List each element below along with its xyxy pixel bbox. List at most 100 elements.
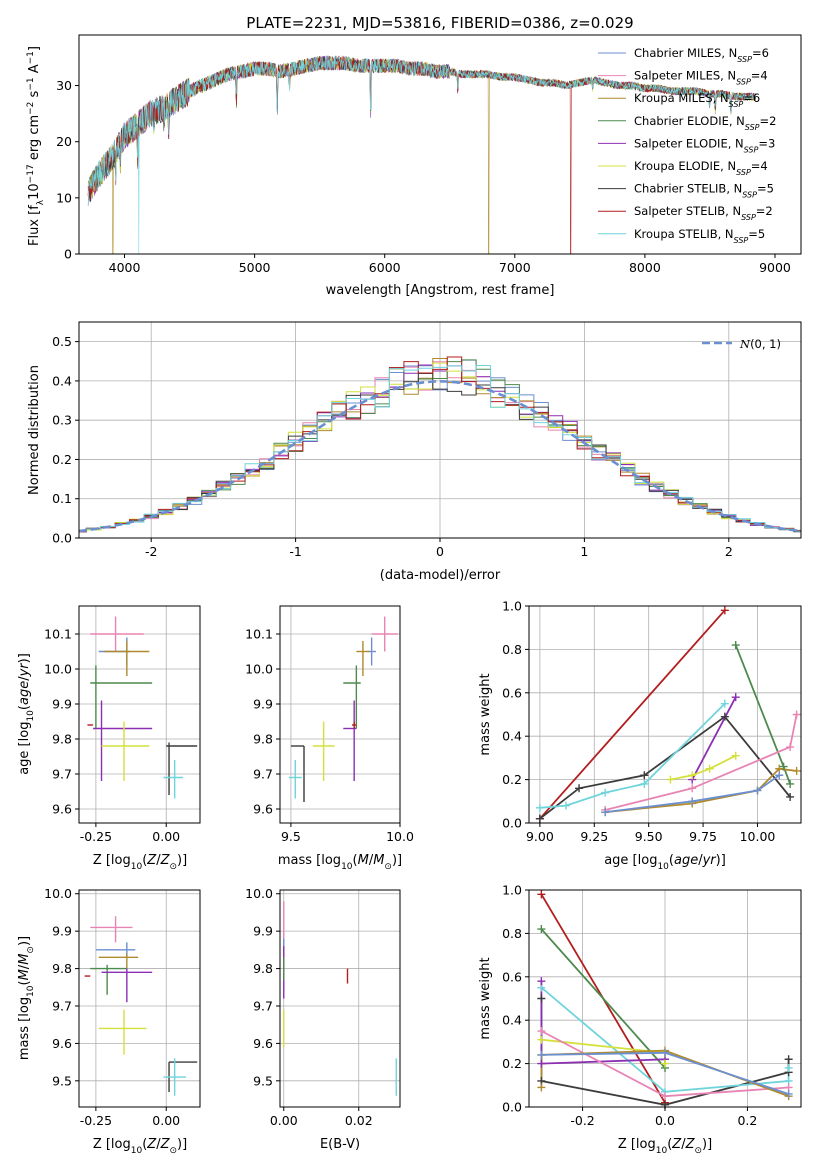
axes-frame — [78, 34, 802, 255]
legend-part: =6 — [743, 91, 760, 105]
y-axis-label: Flux [fλ10−17 erg cm−2 s−1 A−1] — [26, 46, 46, 246]
x-tick-label: 0.02 — [345, 1113, 373, 1128]
legend-part: N — [739, 337, 751, 351]
label-part: / — [681, 1137, 686, 1152]
x-tick-label: 1 — [580, 544, 588, 559]
errorbar-point — [104, 641, 150, 676]
errorbar-point — [312, 721, 335, 781]
legend-part: SSP — [742, 190, 757, 199]
weight-marker — [661, 1048, 669, 1057]
errorbar-point — [371, 616, 398, 652]
y-tick-label: 0 — [64, 247, 72, 262]
label-part: ⊙ — [26, 946, 36, 954]
x-tick-label: 2 — [725, 544, 733, 559]
label-part: ( — [17, 980, 32, 985]
legend-part: SSP — [745, 122, 760, 131]
errorbar-point — [93, 700, 153, 781]
weight-marker — [537, 925, 546, 934]
x-axis-label: Z [log10(Z/Z⊙)] — [93, 853, 187, 872]
legend-entry: Kroupa STELIB, NSSP=5 — [634, 227, 765, 245]
y-tick-label: 10.0 — [245, 886, 273, 901]
label-part: Flux [f — [27, 205, 42, 246]
y-tick-label: 0.4 — [52, 373, 72, 388]
x-tick-label: 8000 — [629, 260, 661, 275]
label-part: −2 — [26, 102, 36, 115]
label-part: )] — [177, 853, 187, 868]
x-axis-label: (data-model)/error — [380, 568, 501, 583]
y-tick-label: 0.8 — [502, 926, 522, 941]
weight-marker — [784, 1063, 793, 1072]
y-tick-label: 0.2 — [502, 1056, 522, 1071]
y-tick-label: 9.8 — [253, 732, 273, 747]
normal-curve — [79, 379, 801, 533]
weight-series-line — [539, 609, 726, 820]
label-part: Z — [160, 1137, 171, 1152]
y-tick-label: 9.9 — [253, 924, 273, 939]
y-tick-label: 10.0 — [44, 886, 72, 901]
legend-part: Salpeter MILES, N — [634, 69, 736, 83]
plot-area-mass_vs_Z — [84, 916, 198, 1096]
label-part: s — [27, 90, 42, 101]
x-tick-label: 9.25 — [580, 829, 608, 844]
weight-marker — [537, 977, 546, 986]
x-tick-label: 0.0 — [655, 1113, 675, 1128]
label-part: ⊙ — [169, 1146, 177, 1156]
label-part: )] — [177, 1137, 187, 1152]
label-part: ( — [353, 853, 358, 868]
legend-entry: Salpeter STELIB, NSSP=2 — [634, 204, 773, 222]
y-tick-label: 1.0 — [502, 599, 522, 614]
x-tick-label: 0.00 — [270, 1113, 298, 1128]
x-tick-label: 9.00 — [526, 829, 554, 844]
legend-entry: Kroupa ELODIE, NSSP=4 — [634, 159, 768, 177]
weight-marker — [575, 784, 584, 793]
x-axis-label: Z [log10(Z/Z⊙)] — [618, 1137, 712, 1156]
weight-marker — [731, 641, 740, 650]
y-tick-label: 0.8 — [502, 642, 522, 657]
x-tick-label: 0.00 — [152, 829, 180, 844]
label-part: age [log — [604, 853, 657, 868]
y-axis-label: age [log10(age/yr)] — [17, 653, 36, 775]
errorbar-point — [98, 1009, 147, 1055]
label-part: λ — [36, 199, 46, 205]
errorbar-point — [163, 760, 184, 799]
errorbar-point — [90, 964, 127, 995]
y-tick-label: 0.4 — [502, 1013, 522, 1028]
y-tick-label: 9.7 — [253, 767, 273, 782]
label-part: Z [log — [93, 1137, 131, 1152]
y-tick-label: 9.9 — [253, 697, 273, 712]
label-part: mass [log — [17, 997, 32, 1060]
weight-marker — [661, 1059, 669, 1068]
label-part: ( — [142, 853, 147, 868]
y-axis-label: mass weight — [478, 673, 493, 755]
y-tick-label: 10.1 — [44, 627, 72, 642]
errorbar-point — [101, 721, 150, 781]
weight-marker — [601, 788, 610, 797]
x-tick-label: -2 — [145, 544, 157, 559]
label-part: / — [17, 964, 32, 969]
x-tick-label: 5000 — [239, 260, 271, 275]
label-part: ( — [669, 853, 674, 868]
x-axis-label: mass [log10(M/M⊙)] — [278, 853, 402, 872]
legend-part: SSP — [734, 235, 749, 244]
axes-frame — [279, 605, 401, 824]
legend-entry: Kroupa MILES, NSSP=6 — [634, 91, 760, 109]
x-tick-label: 9000 — [759, 260, 791, 275]
label-part: Z [log — [618, 1137, 656, 1152]
label-part: age — [674, 853, 698, 868]
weight-marker — [786, 792, 795, 801]
legend-entry: Salpeter ELODIE, NSSP=3 — [634, 136, 775, 154]
label-part: ( — [667, 1137, 672, 1152]
label-part: −1 — [26, 77, 36, 90]
weight-marker — [661, 1092, 669, 1101]
weight-marker — [640, 779, 649, 788]
label-part: / — [698, 853, 703, 868]
label-part: Z [log — [93, 853, 131, 868]
axes-frame — [279, 889, 401, 1108]
y-tick-label: 0.4 — [502, 729, 522, 744]
legend-part: =2 — [760, 114, 777, 128]
y-tick-label: 9.8 — [52, 732, 72, 747]
legend-part: =5 — [748, 227, 765, 241]
label-part: / — [369, 853, 374, 868]
weight-marker — [784, 1089, 793, 1098]
